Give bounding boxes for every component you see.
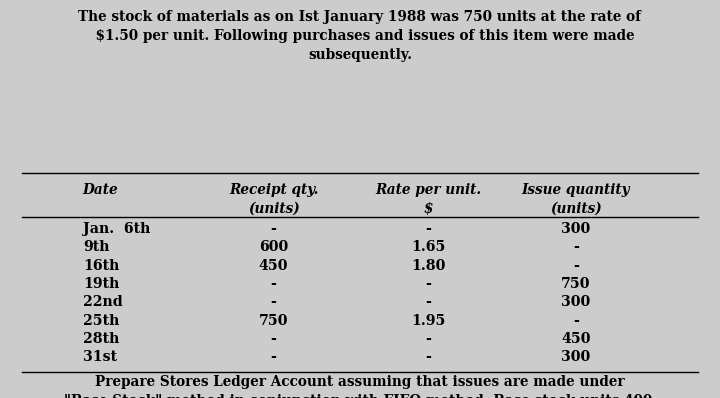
Text: 750: 750 <box>259 314 288 328</box>
Text: (units): (units) <box>248 202 300 216</box>
Text: 750: 750 <box>562 277 590 291</box>
Text: 31st: 31st <box>83 350 117 364</box>
Text: Jan.  6th: Jan. 6th <box>83 222 150 236</box>
Text: Rate per unit.: Rate per unit. <box>375 183 482 197</box>
Text: -: - <box>573 240 579 254</box>
Text: -: - <box>271 332 276 346</box>
Text: $: $ <box>423 202 433 216</box>
Text: 19th: 19th <box>83 277 120 291</box>
Text: The stock of materials as on Ist January 1988 was 750 units at the rate of
  $1.: The stock of materials as on Ist January… <box>78 10 642 62</box>
Text: 300: 300 <box>562 350 590 364</box>
Text: 450: 450 <box>562 332 590 346</box>
Text: 300: 300 <box>562 295 590 309</box>
Text: 25th: 25th <box>83 314 120 328</box>
Text: 28th: 28th <box>83 332 120 346</box>
Text: -: - <box>573 259 579 273</box>
Text: -: - <box>426 277 431 291</box>
Text: Receipt qty.: Receipt qty. <box>229 183 318 197</box>
Text: (units): (units) <box>550 202 602 216</box>
Text: 300: 300 <box>562 222 590 236</box>
Text: 1.65: 1.65 <box>411 240 446 254</box>
Text: -: - <box>271 295 276 309</box>
Text: 1.95: 1.95 <box>411 314 446 328</box>
Text: 600: 600 <box>259 240 288 254</box>
Text: 16th: 16th <box>83 259 120 273</box>
Text: -: - <box>426 295 431 309</box>
Text: -: - <box>426 222 431 236</box>
Text: Date: Date <box>83 183 118 197</box>
Text: -: - <box>426 350 431 364</box>
Text: -: - <box>573 314 579 328</box>
Text: -: - <box>271 277 276 291</box>
Text: 9th: 9th <box>83 240 109 254</box>
Text: -: - <box>426 332 431 346</box>
Text: Issue quantity: Issue quantity <box>522 183 630 197</box>
Text: 22nd: 22nd <box>83 295 122 309</box>
Text: Prepare Stores Ledger Account assuming that issues are made under
"Base Stock" m: Prepare Stores Ledger Account assuming t… <box>63 375 657 398</box>
Text: -: - <box>271 222 276 236</box>
Text: 450: 450 <box>259 259 288 273</box>
Text: -: - <box>271 350 276 364</box>
Text: 1.80: 1.80 <box>411 259 446 273</box>
